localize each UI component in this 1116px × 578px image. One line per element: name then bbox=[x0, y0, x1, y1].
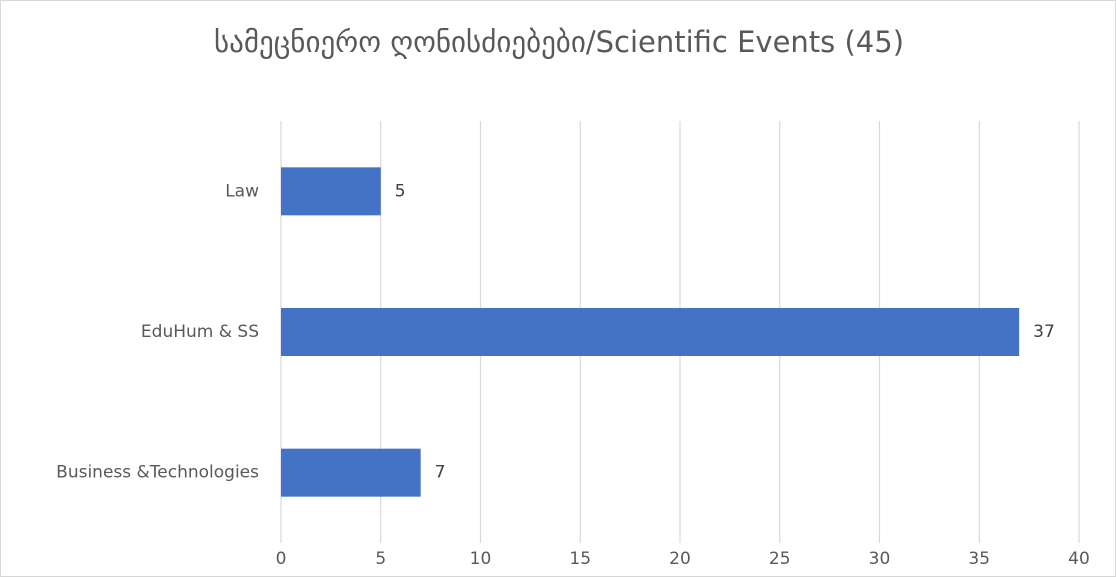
category-label-law: Law bbox=[225, 181, 259, 201]
data-label-business-technologies: 7 bbox=[435, 463, 446, 483]
data-label-eduhum-ss: 37 bbox=[1033, 322, 1055, 342]
x-tick-label-0: 0 bbox=[276, 549, 287, 569]
category-label-eduhum-ss: EduHum & SS bbox=[141, 322, 259, 342]
bar-eduhum-ss bbox=[281, 308, 1020, 356]
chart-title: სამეცნიერო ღონისძიებები/Scientific Event… bbox=[213, 25, 905, 59]
x-tick-label-10: 10 bbox=[470, 549, 492, 569]
x-tick-label-35: 35 bbox=[968, 549, 990, 569]
category-label-business-technologies: Business &Technologies bbox=[56, 463, 259, 483]
data-label-law: 5 bbox=[395, 181, 406, 201]
bars bbox=[281, 167, 1020, 497]
x-tick-label-20: 20 bbox=[669, 549, 691, 569]
x-tick-label-5: 5 bbox=[375, 549, 386, 569]
bar-law bbox=[281, 167, 381, 216]
x-tick-label-25: 25 bbox=[769, 549, 791, 569]
labels: 0 5 10 15 20 25 30 35 40 Law 5 EduHum & SS 37 Busines… bbox=[56, 181, 1090, 569]
x-tick-label-40: 40 bbox=[1068, 549, 1090, 569]
x-tick-label-15: 15 bbox=[569, 549, 591, 569]
x-tick-label-30: 30 bbox=[869, 549, 891, 569]
bar-business-technologies bbox=[281, 448, 421, 497]
